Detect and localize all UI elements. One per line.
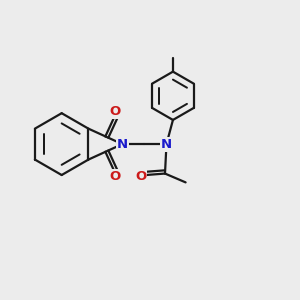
Text: O: O	[109, 105, 120, 119]
Text: O: O	[135, 170, 146, 183]
Text: N: N	[117, 138, 128, 151]
Text: O: O	[109, 170, 120, 183]
Text: N: N	[161, 138, 172, 151]
